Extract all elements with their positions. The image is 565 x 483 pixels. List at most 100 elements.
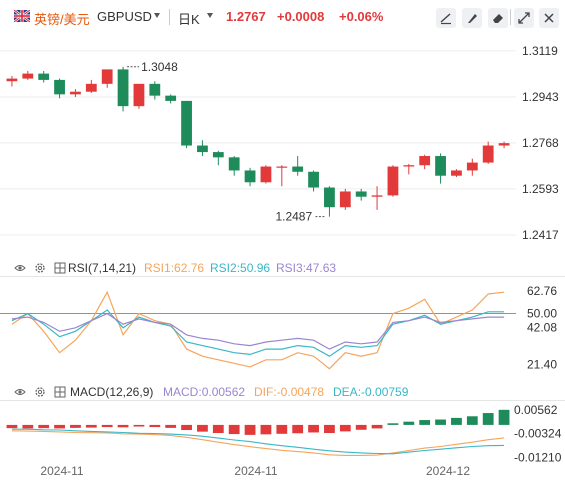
close-button[interactable] <box>539 8 559 28</box>
macd-histogram-bar <box>212 424 224 433</box>
macd-histogram-bar <box>133 424 145 427</box>
fullscreen-button[interactable] <box>514 8 534 28</box>
indicator-params-icon[interactable] <box>54 386 66 398</box>
candle-body <box>419 156 431 166</box>
macd-chart[interactable]: 0.00562 -0.00324 -0.01210 2024-11 2024-11 202… <box>0 400 565 482</box>
macd-histogram-bar <box>70 424 81 428</box>
macd-name: MACD <box>163 385 199 399</box>
eraser-icon <box>493 14 503 23</box>
x-axis-date-label: 2024-11 <box>234 464 277 478</box>
dea-name: DEA <box>333 385 358 399</box>
candle-body <box>38 73 50 80</box>
x-axis-date-label: 2024-12 <box>426 464 470 478</box>
rsi-title[interactable]: RSI(7,14,21) <box>68 261 137 275</box>
candle-body <box>54 79 65 95</box>
y-tick-label: 1.3119 <box>522 44 558 58</box>
last-price: 1.2767 <box>226 9 266 24</box>
candle-body <box>324 187 335 208</box>
y-tick-label: 1.2593 <box>522 182 559 196</box>
macd-histogram-bar <box>22 424 34 429</box>
macd-histogram-bar <box>228 424 240 435</box>
candle-body <box>276 166 288 168</box>
rsi-y-tick-label: 21.40 <box>527 357 557 371</box>
rsi-series-line-rsi1 <box>11 290 505 370</box>
candle-body <box>117 69 129 107</box>
macd-histogram-bar <box>466 416 478 425</box>
macd-histogram-bar <box>324 424 335 433</box>
period-dropdown-caret-icon[interactable] <box>207 13 213 18</box>
fullscreen-icon <box>518 12 530 24</box>
candle-body <box>101 69 113 84</box>
dea-line <box>11 428 505 455</box>
macd-histogram-bar <box>308 424 319 433</box>
candle-body <box>451 170 462 176</box>
macd-histogram-bar <box>181 424 192 431</box>
candle-body <box>197 145 208 153</box>
rsi2-name: RSI2 <box>210 261 237 275</box>
macd-histogram-bar <box>403 421 415 425</box>
candle-body <box>435 156 446 176</box>
settings-gear-icon[interactable] <box>34 386 46 398</box>
macd-histogram-bar <box>54 424 65 429</box>
period-selector[interactable]: 日K <box>178 12 200 27</box>
draw-line-button[interactable] <box>436 8 456 28</box>
eraser-button[interactable] <box>488 8 508 28</box>
candle-body <box>339 191 351 208</box>
pair-name-cn[interactable]: 英镑/美元 <box>34 12 90 27</box>
macd-histogram-bar <box>165 424 177 428</box>
visibility-eye-icon[interactable] <box>14 262 26 274</box>
macd-histogram-bar <box>435 419 446 425</box>
macd-title[interactable]: MACD(12,26,9) <box>70 385 154 399</box>
macd-histogram-bar <box>244 424 256 435</box>
macd-y-tick-label: 0.00562 <box>514 403 558 417</box>
divider <box>169 9 170 25</box>
macd-histogram-bar <box>117 424 129 428</box>
macd-histogram-bar <box>419 420 431 425</box>
y-tick-label: 1.2768 <box>522 136 559 150</box>
candle-body <box>308 171 319 188</box>
candle-body <box>228 157 240 171</box>
candle-body <box>22 73 34 79</box>
macd-histogram-bar <box>371 424 383 429</box>
price-change: +0.0008 <box>277 9 325 24</box>
close-icon <box>544 13 554 23</box>
candle-body <box>149 83 161 96</box>
indicator-params-icon[interactable] <box>54 262 66 274</box>
candle-body <box>6 78 18 82</box>
candle-body <box>244 170 256 183</box>
macd-y-tick-label: -0.00324 <box>514 427 562 441</box>
y-tick-label: 1.2417 <box>522 228 559 242</box>
symbol-selector[interactable]: GBPUSD <box>97 9 152 24</box>
dif-name: DIF <box>254 385 274 399</box>
symbol-dropdown-caret-icon[interactable] <box>154 13 160 18</box>
macd-histogram-bar <box>260 424 272 435</box>
rsi1-value: 62.76 <box>174 261 205 275</box>
x-axis-date-label: 2024-11 <box>40 464 83 478</box>
candle-body <box>466 162 478 171</box>
macd-histogram-bar <box>339 424 351 432</box>
macd-legend: MACD:0.00562 <box>163 385 246 399</box>
macd-y-tick-label: -0.01210 <box>514 451 562 465</box>
settings-gear-icon[interactable] <box>34 262 46 274</box>
dif-legend: DIF:-0.00478 <box>254 385 325 399</box>
divider <box>510 9 511 25</box>
brush-icon <box>468 14 477 23</box>
draw-line-icon <box>440 13 451 25</box>
candle-body <box>70 91 81 95</box>
candle-body <box>85 83 97 92</box>
candle-body <box>212 152 224 158</box>
candlestick-chart[interactable]: 1.3119 1.2943 1.2768 1.2593 1.2417 1.3048 1.24… <box>0 34 565 256</box>
brush-button[interactable] <box>462 8 482 28</box>
candle-body <box>403 165 415 167</box>
macd-histogram-bar <box>276 424 288 434</box>
rsi3-name: RSI3 <box>276 261 303 275</box>
visibility-eye-icon[interactable] <box>14 386 26 398</box>
rsi1-name: RSI1 <box>144 261 171 275</box>
dif-value: -0.00478 <box>276 385 325 399</box>
macd-histogram-bar <box>38 424 50 429</box>
candle-body <box>482 145 494 163</box>
candle-body <box>292 166 304 172</box>
rsi2-value: 50.96 <box>240 261 271 275</box>
chart-header: 英镑/美元 GBPUSD 日K 1.2767 +0.0008 +0.06% <box>0 0 565 34</box>
